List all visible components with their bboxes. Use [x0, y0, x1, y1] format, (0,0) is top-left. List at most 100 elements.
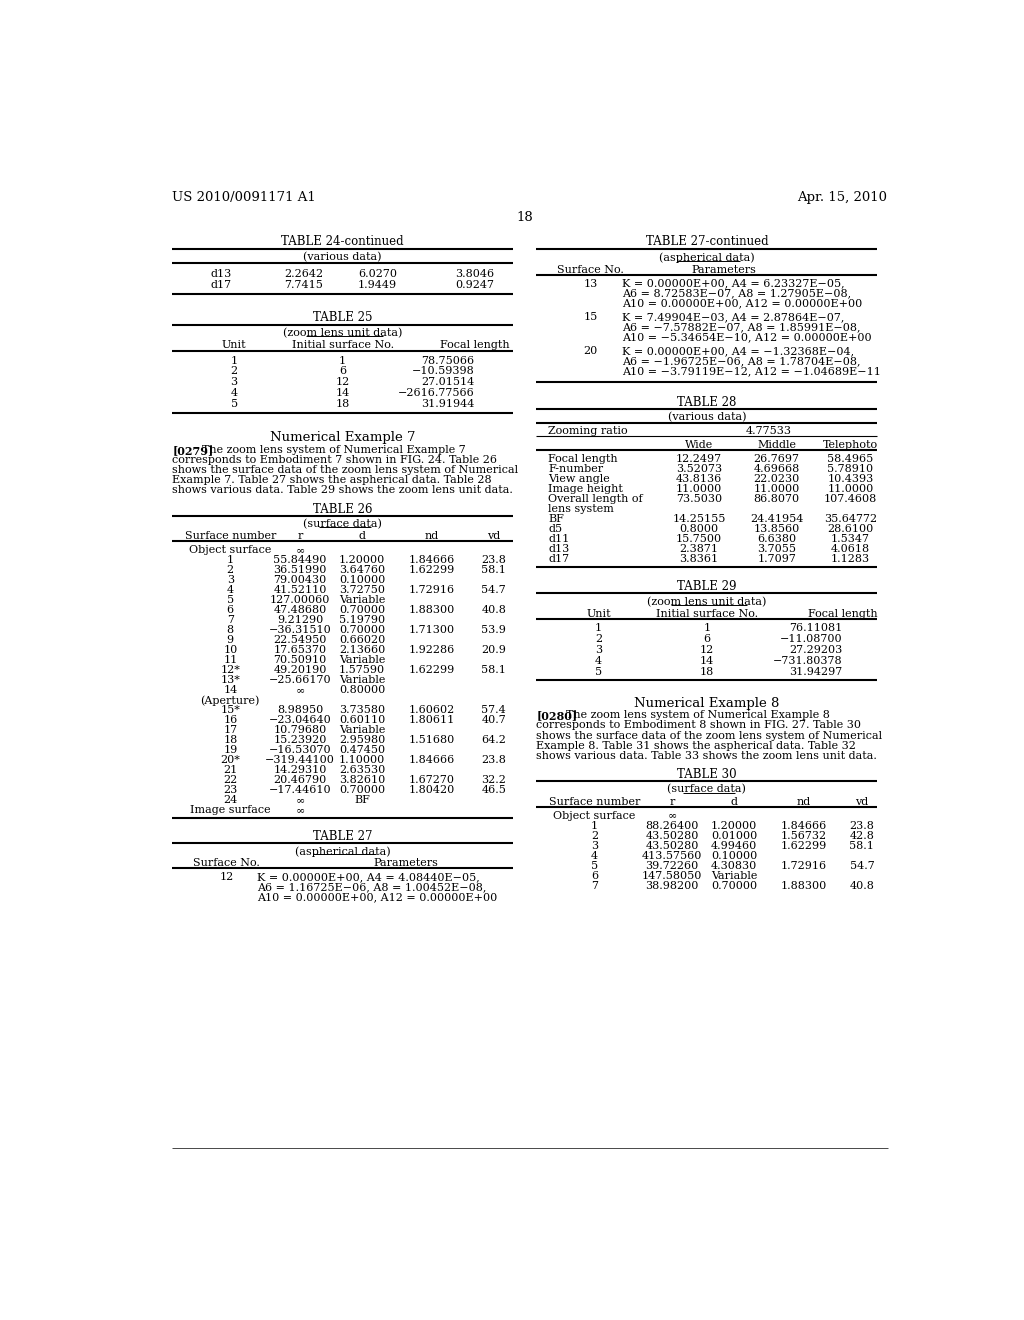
Text: TABLE 25: TABLE 25: [313, 312, 373, 323]
Text: 7: 7: [226, 615, 233, 624]
Text: 1.56732: 1.56732: [780, 830, 826, 841]
Text: 23: 23: [223, 785, 238, 795]
Text: Surface No.: Surface No.: [557, 264, 624, 275]
Text: 0.8000: 0.8000: [680, 524, 719, 535]
Text: 54.7: 54.7: [850, 861, 874, 871]
Text: −23.04640: −23.04640: [268, 715, 332, 725]
Text: 58.1: 58.1: [481, 565, 506, 576]
Text: 46.5: 46.5: [481, 785, 506, 795]
Text: 38.98200: 38.98200: [645, 880, 698, 891]
Text: 58.1: 58.1: [850, 841, 874, 850]
Text: 0.47450: 0.47450: [339, 744, 385, 755]
Text: BF: BF: [548, 515, 564, 524]
Text: 10: 10: [223, 645, 238, 655]
Text: (zoom lens unit data): (zoom lens unit data): [283, 327, 402, 338]
Text: 13*: 13*: [220, 675, 241, 685]
Text: Variable: Variable: [339, 655, 385, 665]
Text: F-number: F-number: [548, 465, 603, 474]
Text: 6.0270: 6.0270: [358, 269, 397, 280]
Text: 43.50280: 43.50280: [645, 841, 698, 850]
Text: 147.58050: 147.58050: [642, 871, 702, 880]
Text: 1.10000: 1.10000: [339, 755, 385, 766]
Text: d13: d13: [211, 269, 232, 280]
Text: 19: 19: [223, 744, 238, 755]
Text: 1.7097: 1.7097: [757, 554, 796, 564]
Text: 2.13660: 2.13660: [339, 645, 385, 655]
Text: K = 0.00000E+00, A4 = −1.32368E−04,: K = 0.00000E+00, A4 = −1.32368E−04,: [622, 346, 854, 356]
Text: 1.51680: 1.51680: [409, 735, 455, 744]
Text: Surface number: Surface number: [549, 797, 640, 807]
Text: 4: 4: [230, 388, 238, 397]
Text: US 2010/0091171 A1: US 2010/0091171 A1: [172, 191, 316, 203]
Text: TABLE 24-continued: TABLE 24-continued: [282, 235, 404, 248]
Text: Parameters: Parameters: [374, 858, 438, 869]
Text: Zooming ratio: Zooming ratio: [548, 426, 628, 437]
Text: Unit: Unit: [586, 609, 610, 619]
Text: 11: 11: [223, 655, 238, 665]
Text: 86.8070: 86.8070: [754, 494, 800, 504]
Text: 10.4393: 10.4393: [827, 474, 873, 484]
Text: 7: 7: [591, 880, 598, 891]
Text: 47.48680: 47.48680: [273, 605, 327, 615]
Text: 40.8: 40.8: [481, 605, 506, 615]
Text: K = 7.49904E−03, A4 = 2.87864E−07,: K = 7.49904E−03, A4 = 2.87864E−07,: [622, 313, 844, 322]
Text: Variable: Variable: [339, 725, 385, 735]
Text: Wide: Wide: [685, 441, 714, 450]
Text: corresponds to Embodiment 7 shown in FIG. 24. Table 26: corresponds to Embodiment 7 shown in FIG…: [172, 455, 498, 465]
Text: 14: 14: [699, 656, 714, 665]
Text: 18: 18: [516, 211, 534, 224]
Text: −25.66170: −25.66170: [268, 675, 332, 685]
Text: 27.29203: 27.29203: [790, 645, 843, 655]
Text: Focal length: Focal length: [808, 609, 878, 619]
Text: nd: nd: [425, 531, 439, 541]
Text: 27.01514: 27.01514: [421, 378, 474, 387]
Text: 4.69668: 4.69668: [754, 465, 800, 474]
Text: Image height: Image height: [548, 484, 623, 494]
Text: −10.59398: −10.59398: [412, 367, 474, 376]
Text: 2.95980: 2.95980: [339, 735, 385, 744]
Text: 11.0000: 11.0000: [754, 484, 800, 494]
Text: d17: d17: [211, 280, 232, 290]
Text: 4: 4: [595, 656, 602, 665]
Text: 6: 6: [703, 635, 711, 644]
Text: Object surface: Object surface: [189, 545, 271, 554]
Text: 20.9: 20.9: [481, 645, 506, 655]
Text: TABLE 28: TABLE 28: [677, 396, 736, 409]
Text: 3.72750: 3.72750: [339, 585, 385, 595]
Text: 88.26400: 88.26400: [645, 821, 698, 830]
Text: r: r: [297, 531, 303, 541]
Text: nd: nd: [797, 797, 811, 807]
Text: 2: 2: [226, 565, 233, 576]
Text: 1: 1: [230, 355, 238, 366]
Text: TABLE 29: TABLE 29: [677, 581, 736, 594]
Text: Parameters: Parameters: [691, 264, 757, 275]
Text: ∞: ∞: [668, 810, 677, 821]
Text: [0280]: [0280]: [537, 710, 578, 722]
Text: 0.10000: 0.10000: [339, 576, 385, 585]
Text: 3: 3: [230, 378, 238, 387]
Text: 0.80000: 0.80000: [339, 685, 385, 696]
Text: 0.01000: 0.01000: [711, 830, 757, 841]
Text: 15.7500: 15.7500: [676, 535, 722, 544]
Text: Variable: Variable: [339, 675, 385, 685]
Text: 53.9: 53.9: [481, 626, 506, 635]
Text: The zoom lens system of Numerical Example 8: The zoom lens system of Numerical Exampl…: [566, 710, 829, 721]
Text: K = 0.00000E+00, A4 = 4.08440E−05,: K = 0.00000E+00, A4 = 4.08440E−05,: [257, 873, 480, 882]
Text: Variable: Variable: [711, 871, 757, 880]
Text: 4.30830: 4.30830: [711, 861, 757, 871]
Text: TABLE 26: TABLE 26: [313, 503, 373, 516]
Text: 24: 24: [223, 795, 238, 805]
Text: 4.77533: 4.77533: [745, 426, 792, 437]
Text: 40.7: 40.7: [481, 715, 506, 725]
Text: 28.6100: 28.6100: [827, 524, 873, 535]
Text: −731.80378: −731.80378: [773, 656, 843, 665]
Text: 6: 6: [226, 605, 233, 615]
Text: 22.0230: 22.0230: [754, 474, 800, 484]
Text: 3.73580: 3.73580: [339, 705, 385, 715]
Text: r: r: [670, 797, 675, 807]
Text: 1.84666: 1.84666: [409, 755, 455, 766]
Text: 1: 1: [595, 623, 602, 634]
Text: 127.00060: 127.00060: [270, 595, 330, 605]
Text: shows the surface data of the zoom lens system of Numerical: shows the surface data of the zoom lens …: [537, 730, 883, 741]
Text: 18: 18: [223, 735, 238, 744]
